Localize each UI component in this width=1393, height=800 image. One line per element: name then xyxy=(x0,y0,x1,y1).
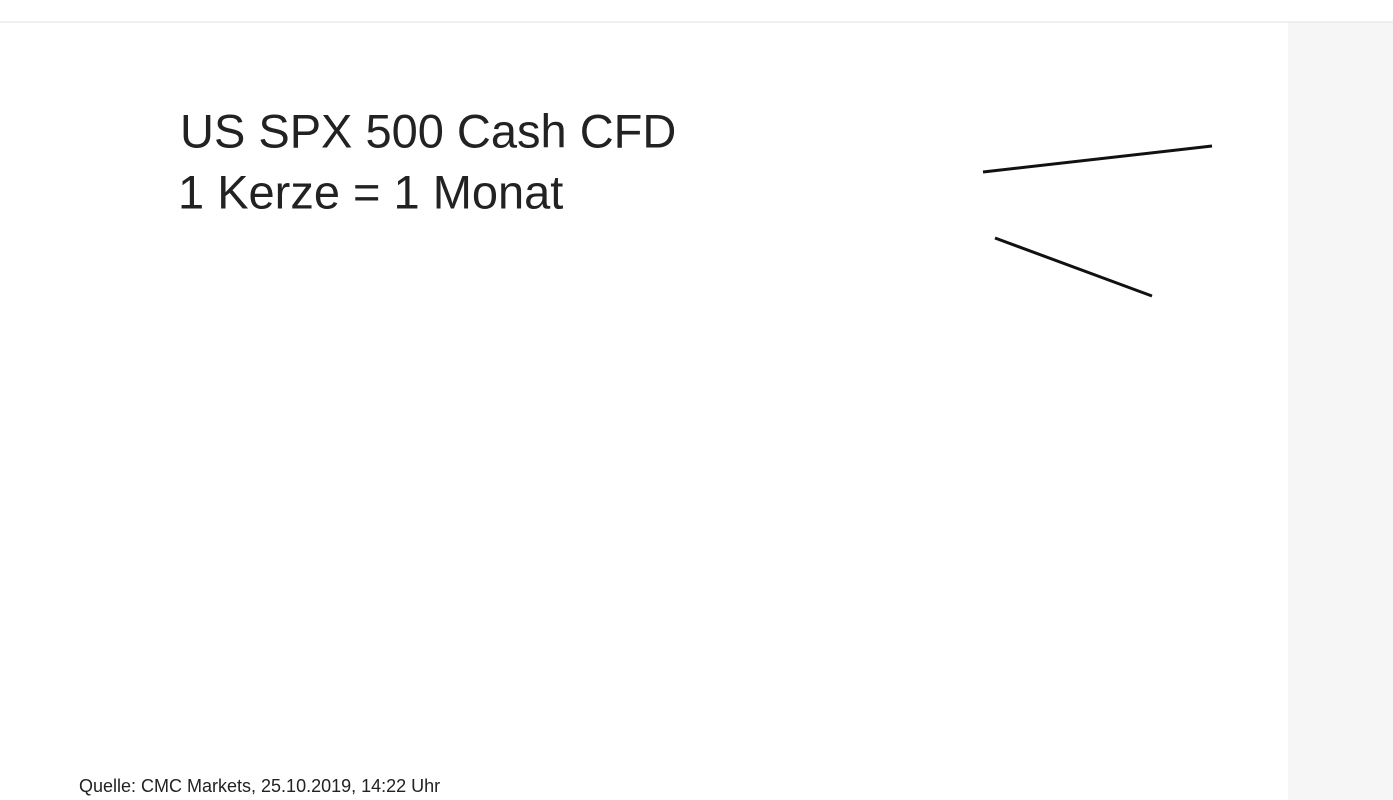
chart-title: US SPX 500 Cash CFD xyxy=(180,104,676,157)
source: Quelle: CMC Markets, 25.10.2019, 14:22 U… xyxy=(79,776,440,796)
price-axis-panel xyxy=(1288,22,1393,800)
trend-line-upper xyxy=(982,144,1213,174)
trend-line-lower xyxy=(994,236,1153,298)
chart-subtitle: 1 Kerze = 1 Monat xyxy=(178,165,563,218)
